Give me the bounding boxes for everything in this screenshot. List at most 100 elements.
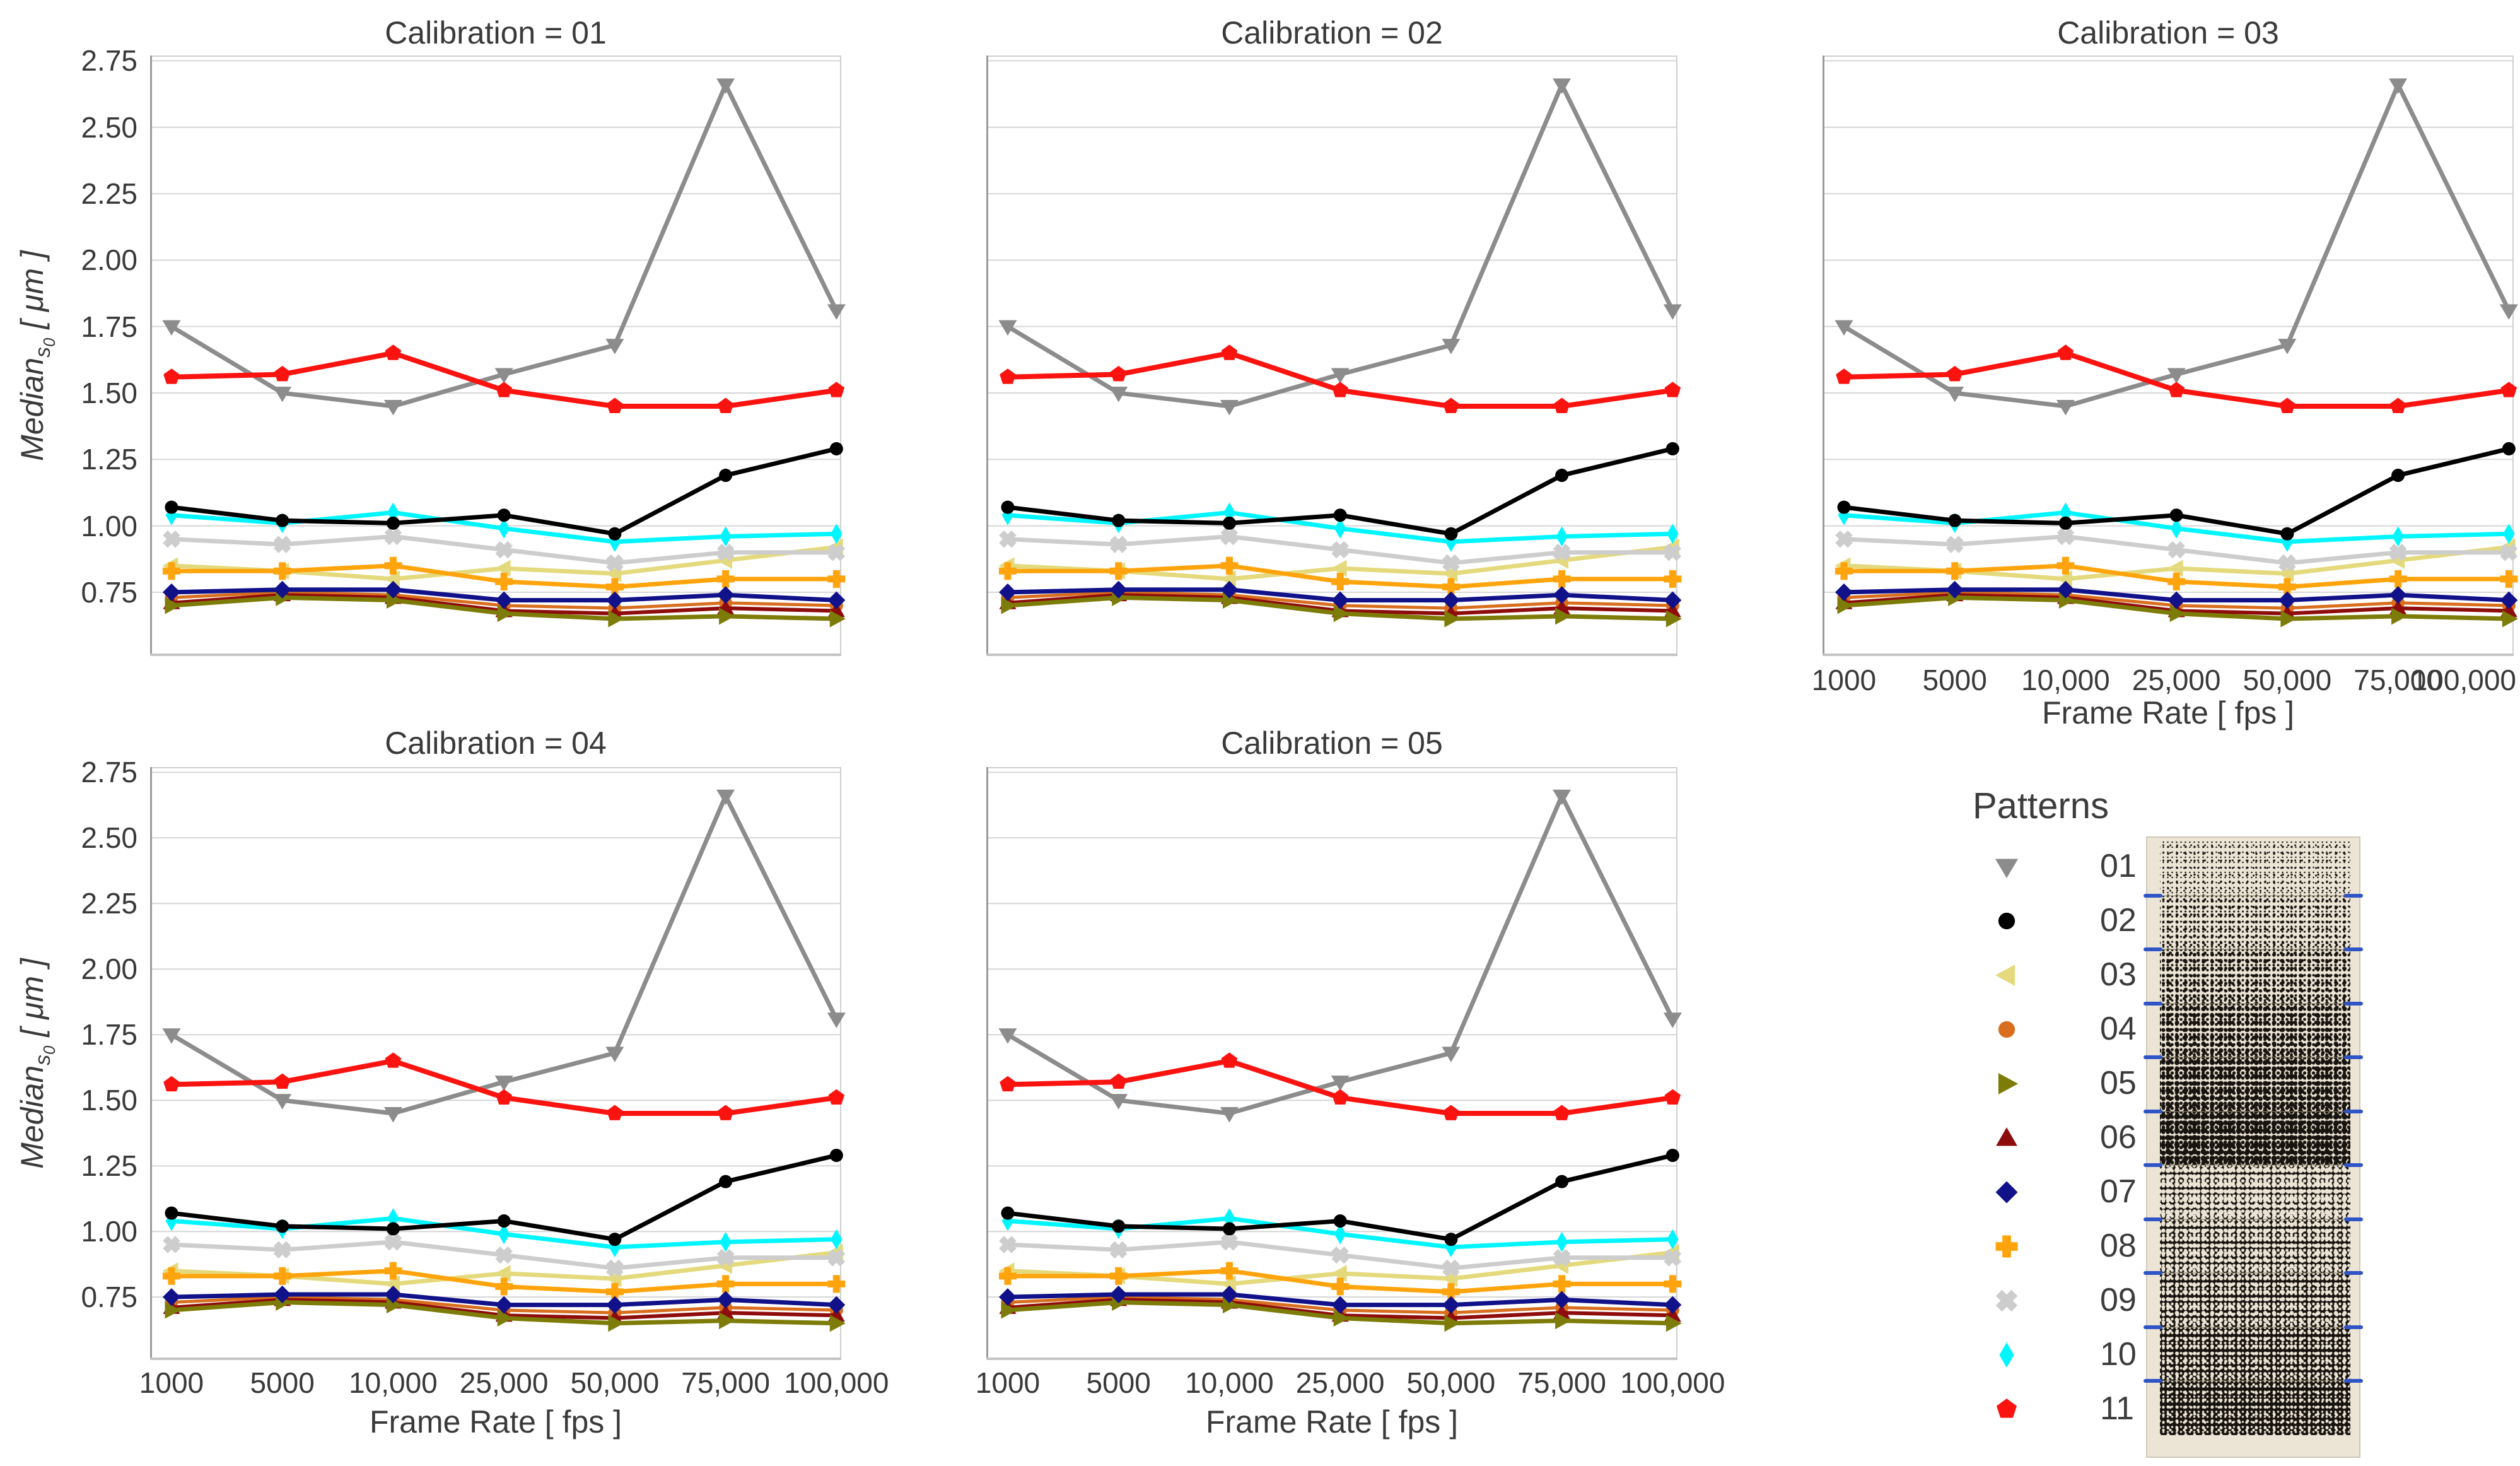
speckle-band xyxy=(2160,1165,2350,1219)
triangle-left-icon xyxy=(1995,965,2015,986)
blue-tick-mark xyxy=(2144,1325,2162,1329)
band-boundary-line xyxy=(2147,1164,2359,1166)
plus-icon xyxy=(1995,1235,2018,1258)
y-tick-label: 2.00 xyxy=(81,953,137,986)
blue-tick-mark xyxy=(2144,893,2162,898)
speckle-band xyxy=(2160,1003,2350,1058)
legend-item-label: 08 xyxy=(2100,1228,2137,1264)
x-tick-label: 5000 xyxy=(250,1366,315,1399)
y-axis-title: Medians0 [ μm ] xyxy=(15,958,59,1169)
x-axis-title: Frame Rate [ fps ] xyxy=(1205,1404,1459,1440)
facet-title-02: Calibration = 02 xyxy=(1221,15,1443,50)
blue-tick-mark xyxy=(2144,1001,2162,1006)
circle-icon xyxy=(1998,1021,2015,1038)
legend-item: 10 xyxy=(1942,1327,2163,1381)
y-tick-label: 1.25 xyxy=(81,443,137,476)
legend: Patterns 01 02 03 04 05 06 07 08 09 10 1… xyxy=(1942,782,2163,1451)
x-tick-label: 100,000 xyxy=(2411,664,2516,696)
legend-item: 01 xyxy=(1942,838,2163,893)
band-boundary-line xyxy=(2147,1380,2359,1382)
speckle-band xyxy=(2160,1219,2350,1274)
triangle-right-icon xyxy=(1998,1073,2019,1094)
x-tick-label: 75,000 xyxy=(2354,664,2442,696)
legend-item-label: 07 xyxy=(2100,1173,2137,1210)
y-tick-label: 0.75 xyxy=(81,575,137,609)
facet-title-05: Calibration = 05 xyxy=(1221,725,1443,761)
legend-item-label: 10 xyxy=(2100,1336,2137,1373)
band-boundary-line xyxy=(2147,1218,2359,1220)
speckle-band xyxy=(2160,1111,2350,1166)
x-tick-label: 50,000 xyxy=(570,1366,660,1399)
y-tick-label: 1.00 xyxy=(81,509,137,542)
speckle-band xyxy=(2160,949,2350,1004)
y-tick-label: 2.00 xyxy=(81,243,137,277)
legend-item: 08 xyxy=(1942,1218,2163,1272)
x-tick-label: 5000 xyxy=(1922,664,1987,696)
pentagon-icon xyxy=(1997,1399,2017,1418)
y-tick-label: 2.50 xyxy=(81,821,137,855)
legend-item-label: 09 xyxy=(2100,1282,2137,1318)
x-tick-label: 1000 xyxy=(975,1366,1041,1399)
x-axis-title: Frame Rate [ fps ] xyxy=(369,1404,622,1440)
band-boundary-line xyxy=(2147,1110,2359,1112)
legend-item-label: 11 xyxy=(2100,1390,2134,1427)
y-tick-label: 1.50 xyxy=(81,1084,137,1117)
x-tick-label: 100,000 xyxy=(1620,1366,1725,1399)
y-axis-title: Medians0 [ μm ] xyxy=(15,250,59,461)
blue-tick-mark xyxy=(2344,1271,2363,1275)
blue-tick-mark xyxy=(2144,1109,2162,1113)
x-tick-label: 5000 xyxy=(1086,1366,1151,1399)
speckle-band xyxy=(2160,1273,2350,1327)
x-tick-label: 50,000 xyxy=(1406,1366,1496,1399)
y-tick-label: 1.25 xyxy=(81,1149,137,1183)
x-tick-label: 100,000 xyxy=(784,1366,889,1399)
blue-tick-mark xyxy=(2144,1217,2162,1221)
blue-tick-mark xyxy=(2344,1163,2363,1168)
legend-item-label: 01 xyxy=(2100,848,2137,884)
y-tick-label: 2.75 xyxy=(81,756,137,789)
facet-title-04: Calibration = 04 xyxy=(385,725,607,761)
legend-item-label: 06 xyxy=(2100,1119,2137,1156)
facet-plot-05 xyxy=(986,767,1682,1360)
band-boundary-line xyxy=(2147,949,2359,951)
y-tick-label: 2.50 xyxy=(81,110,137,144)
x-tick-label: 75,000 xyxy=(1517,1366,1606,1399)
legend-item: 02 xyxy=(1942,893,2163,947)
band-boundary-line xyxy=(2147,894,2359,896)
blue-tick-mark xyxy=(2344,1325,2363,1329)
x-tick-label: 75,000 xyxy=(681,1366,770,1399)
y-tick-label: 1.00 xyxy=(81,1215,137,1248)
blue-tick-mark xyxy=(2344,1109,2363,1113)
x-icon xyxy=(1995,1289,2018,1312)
blue-tick-mark xyxy=(2144,947,2162,952)
y-tick-label: 2.25 xyxy=(81,177,137,211)
legend-item-label: 02 xyxy=(2100,902,2137,939)
x-tick-label: 1000 xyxy=(139,1366,204,1399)
speckle-band xyxy=(2160,1381,2350,1435)
blue-tick-mark xyxy=(2344,1055,2363,1060)
legend-item: 05 xyxy=(1942,1055,2163,1110)
y-tick-label: 1.75 xyxy=(81,1018,137,1052)
y-tick-label: 2.75 xyxy=(81,44,137,78)
facet-title-03: Calibration = 03 xyxy=(2057,15,2279,50)
legend-item: 11 xyxy=(1942,1381,2163,1435)
x-tick-label: 25,000 xyxy=(459,1366,549,1399)
speckle-band xyxy=(2160,1327,2350,1381)
legend-item: 03 xyxy=(1942,947,2163,1001)
y-tick-label: 0.75 xyxy=(81,1281,137,1314)
x-tick-label: 10,000 xyxy=(2021,664,2110,696)
band-boundary-line xyxy=(2147,1326,2359,1328)
legend-item: 07 xyxy=(1942,1164,2163,1218)
blue-tick-mark xyxy=(2344,1379,2363,1383)
x-tick-label: 1000 xyxy=(1811,664,1877,696)
speckle-band xyxy=(2160,841,2350,896)
facet-title-01: Calibration = 01 xyxy=(385,15,607,50)
legend-item-label: 04 xyxy=(2100,1011,2137,1047)
thin-diamond-icon xyxy=(1999,1342,2014,1368)
diamond-icon xyxy=(1995,1181,2018,1204)
triangle-down-icon xyxy=(1995,859,2019,879)
speckle-band xyxy=(2160,1057,2350,1111)
legend-item: 09 xyxy=(1942,1272,2163,1327)
x-tick-label: 25,000 xyxy=(2132,664,2221,696)
